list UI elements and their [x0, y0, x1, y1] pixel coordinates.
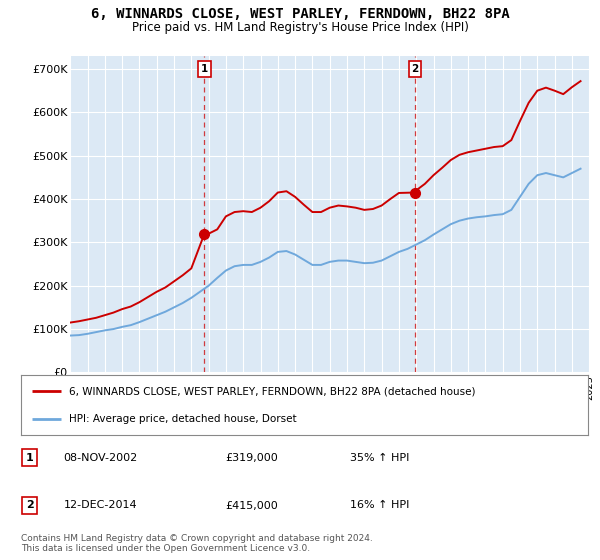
Text: 35% ↑ HPI: 35% ↑ HPI [350, 453, 409, 463]
Text: Price paid vs. HM Land Registry's House Price Index (HPI): Price paid vs. HM Land Registry's House … [131, 21, 469, 34]
Text: 2: 2 [411, 64, 418, 74]
Text: 16% ↑ HPI: 16% ↑ HPI [350, 501, 409, 511]
Text: Contains HM Land Registry data © Crown copyright and database right 2024.
This d: Contains HM Land Registry data © Crown c… [21, 534, 373, 553]
Text: HPI: Average price, detached house, Dorset: HPI: Average price, detached house, Dors… [69, 414, 297, 424]
Text: 1: 1 [200, 64, 208, 74]
Text: 6, WINNARDS CLOSE, WEST PARLEY, FERNDOWN, BH22 8PA: 6, WINNARDS CLOSE, WEST PARLEY, FERNDOWN… [91, 7, 509, 21]
Text: 6, WINNARDS CLOSE, WEST PARLEY, FERNDOWN, BH22 8PA (detached house): 6, WINNARDS CLOSE, WEST PARLEY, FERNDOWN… [69, 386, 476, 396]
Text: £319,000: £319,000 [225, 453, 278, 463]
Text: 12-DEC-2014: 12-DEC-2014 [64, 501, 137, 511]
Text: 2: 2 [26, 501, 34, 511]
Text: £415,000: £415,000 [225, 501, 278, 511]
Text: 08-NOV-2002: 08-NOV-2002 [64, 453, 138, 463]
Text: 1: 1 [26, 453, 34, 463]
